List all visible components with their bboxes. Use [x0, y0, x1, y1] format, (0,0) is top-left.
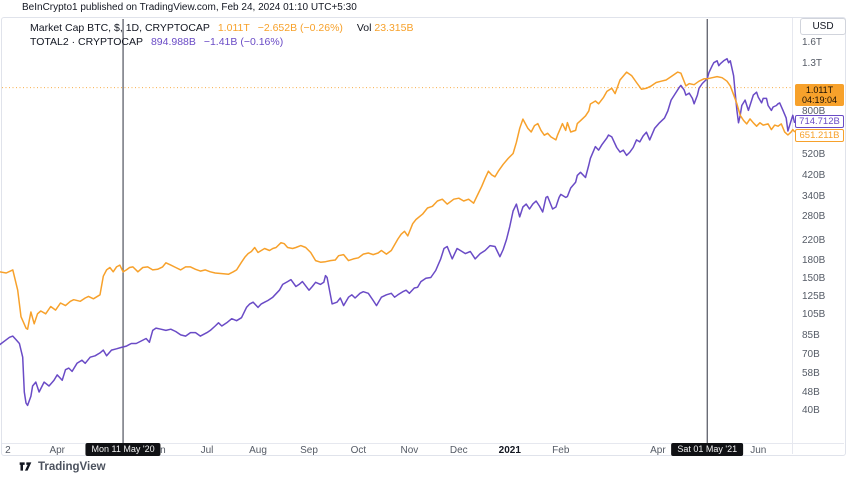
time-tick: Apr — [49, 445, 66, 456]
price-tick: 70B — [802, 349, 820, 361]
price-tick: 220B — [802, 234, 826, 246]
date-marker-chip[interactable]: Sat 01 May '21 — [671, 443, 744, 456]
price-axis[interactable] — [793, 18, 849, 443]
price-tick: 420B — [802, 170, 826, 182]
time-tick: 2021 — [498, 445, 521, 456]
legend-btc-value: 1.011T — [217, 22, 250, 34]
price-tick: 40B — [802, 405, 820, 417]
price-tick: 340B — [802, 191, 826, 203]
legend-total2-value: 894.988B — [150, 36, 196, 48]
time-tick: Apr — [650, 445, 666, 456]
price-tick: 125B — [802, 291, 826, 303]
price-tick: 280B — [802, 210, 826, 222]
tradingview-brand-label: TradingView — [38, 460, 106, 473]
currency-toggle-button[interactable]: USD — [800, 18, 846, 35]
current-price-countdown: 04:19:04 — [801, 94, 838, 105]
time-tick: Aug — [249, 445, 267, 456]
time-tick: Feb — [552, 445, 570, 456]
publish-attribution: BeInCrypto1 published on TradingView.com… — [22, 2, 357, 13]
time-tick: Jul — [200, 445, 214, 456]
total2-last-value-badge: 714.712B — [795, 115, 844, 129]
price-tick: 150B — [802, 273, 826, 285]
legend-total2-title: TOTAL2 · CRYPTOCAP — [30, 36, 144, 48]
legend-vol-label: Vol — [356, 22, 372, 34]
legend-btc-change: −2.652B (−0.26%) — [257, 22, 343, 34]
btc-last-value-badge: 651.211B — [795, 129, 844, 143]
time-tick: Oct — [350, 445, 367, 456]
price-tick: 520B — [802, 149, 826, 161]
time-tick: Sep — [300, 445, 318, 456]
date-marker-chip[interactable]: Mon 11 May '20 — [85, 443, 161, 456]
legend-total2-change: −1.41B (−0.16%) — [203, 36, 284, 48]
price-tick: 85B — [802, 329, 820, 341]
time-tick: Nov — [400, 445, 419, 456]
price-tick: 180B — [802, 254, 826, 266]
chart-card[interactable] — [1, 17, 846, 456]
tradingview-attribution[interactable]: TradingView — [18, 459, 106, 474]
current-price-value: 1.011T — [805, 84, 834, 95]
time-tick: Jun — [750, 445, 767, 456]
tradingview-logo-icon — [18, 459, 33, 474]
legend-row-total2[interactable]: TOTAL2 · CRYPTOCAP 894.988B −1.41B (−0.1… — [30, 35, 419, 49]
price-tick: 105B — [802, 308, 826, 320]
price-tick: 48B — [802, 387, 820, 399]
time-tick: Dec — [449, 445, 468, 456]
chart-legend: Market Cap BTC, $, 1D, CRYPTOCAP 1.011T … — [30, 21, 419, 49]
legend-vol-value: 23.315B — [374, 22, 414, 34]
current-price-badge: 1.011T 04:19:04 — [795, 83, 844, 106]
legend-row-btc[interactable]: Market Cap BTC, $, 1D, CRYPTOCAP 1.011T … — [30, 21, 419, 35]
price-tick: 1.6T — [802, 36, 823, 48]
time-axis-separator — [2, 443, 844, 444]
price-tick: 58B — [802, 368, 820, 380]
price-tick: 1.3T — [802, 57, 823, 69]
legend-btc-title: Market Cap BTC, $, 1D, CRYPTOCAP — [30, 22, 210, 34]
price-tick: 800B — [802, 106, 826, 117]
time-tick: 2 — [5, 445, 11, 456]
